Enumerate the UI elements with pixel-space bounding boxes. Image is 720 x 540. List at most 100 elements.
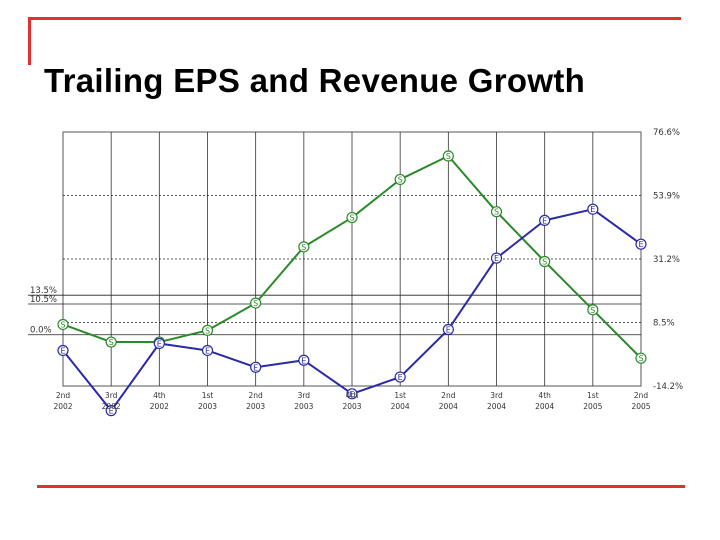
- data-marker-label: S: [205, 326, 210, 335]
- x-tick-label: 2nd: [441, 391, 456, 400]
- data-point-s: S: [490, 206, 503, 218]
- data-point-s: S: [635, 352, 647, 364]
- data-marker: [539, 214, 551, 226]
- data-point-e: E: [153, 337, 165, 350]
- x-tick-label-year: 2002: [150, 402, 169, 411]
- data-marker-label: S: [253, 299, 258, 308]
- data-point-e: E: [201, 344, 214, 357]
- data-point-e: E: [298, 354, 310, 366]
- x-tick-label: 4th: [153, 391, 166, 400]
- x-tick-label: 4th: [346, 391, 359, 400]
- x-tick-label: 3rd: [105, 391, 118, 400]
- data-marker-label: E: [253, 363, 258, 372]
- x-tick-label-year: 2003: [198, 402, 217, 411]
- x-tick-label: 2nd: [249, 391, 264, 400]
- data-point-s: S: [105, 336, 117, 348]
- x-tick-label-year: 2003: [246, 402, 265, 411]
- data-marker-label: E: [301, 356, 306, 365]
- x-tick-label-year: 2003: [294, 402, 313, 411]
- frame-left-rule: [28, 17, 31, 65]
- x-tick-label: 4th: [538, 391, 551, 400]
- data-marker-label: S: [301, 243, 306, 252]
- slide-title: Trailing EPS and Revenue Growth: [44, 62, 586, 99]
- x-tick-label: 2nd: [56, 391, 71, 400]
- data-marker: [250, 361, 262, 373]
- data-point-e: E: [587, 203, 599, 215]
- frame-bottom-rule: [37, 485, 685, 488]
- x-tick-label-year: 2003: [342, 402, 361, 411]
- data-marker-label: S: [542, 257, 547, 266]
- x-tick-label-year: 2004: [535, 402, 554, 411]
- data-marker: [346, 388, 358, 400]
- x-tick-label-year: 2005: [583, 402, 602, 411]
- data-marker-label: E: [446, 325, 451, 334]
- data-marker: [490, 252, 503, 264]
- data-marker-label: E: [205, 346, 210, 355]
- data-marker: [587, 203, 599, 215]
- right-axis-tick-label: 53.9%: [653, 192, 680, 202]
- data-point-s: S: [298, 241, 310, 253]
- x-tick-label-year: 2002: [53, 402, 72, 411]
- data-point-s: S: [587, 304, 599, 316]
- data-marker: [490, 206, 503, 218]
- data-marker: [635, 238, 647, 250]
- x-tick-label: 2nd: [634, 391, 649, 400]
- x-tick-label: 1st: [587, 391, 599, 400]
- right-axis-tick-label: 31.2%: [653, 255, 680, 265]
- data-marker: [105, 405, 117, 417]
- data-marker-label: S: [590, 306, 595, 315]
- x-tick-label-year: 2005: [631, 402, 650, 411]
- data-point-e: E: [250, 361, 262, 373]
- data-point-e: E: [539, 214, 551, 226]
- data-marker-label: E: [638, 240, 643, 249]
- data-point-s: S: [201, 324, 214, 336]
- data-marker: [201, 344, 214, 357]
- x-tick-label-year: 2004: [487, 402, 506, 411]
- data-marker-label: S: [494, 208, 499, 217]
- data-point-e: E: [105, 405, 117, 417]
- data-marker: [635, 352, 647, 364]
- data-marker-label: E: [494, 254, 499, 263]
- data-marker-label: S: [109, 338, 114, 347]
- data-marker: [57, 318, 69, 331]
- data-marker-label: E: [542, 216, 547, 225]
- data-marker: [298, 354, 310, 366]
- data-marker: [105, 336, 117, 348]
- data-marker: [57, 344, 69, 357]
- data-marker: [201, 324, 214, 336]
- data-point-e: E: [635, 238, 647, 250]
- data-marker: [442, 150, 454, 162]
- x-tick-label-year: 2004: [391, 402, 410, 411]
- data-marker-label: S: [349, 214, 354, 223]
- x-tick-label: 1st: [394, 391, 406, 400]
- data-marker: [250, 297, 262, 309]
- data-marker-label: E: [60, 346, 65, 355]
- data-marker: [394, 371, 406, 383]
- data-point-e: E: [394, 371, 406, 383]
- data-marker: [298, 241, 310, 253]
- data-point-s: S: [346, 211, 358, 224]
- data-point-s: S: [442, 150, 454, 162]
- data-point-e: E: [442, 323, 454, 336]
- data-marker: [442, 323, 454, 336]
- data-point-e: E: [346, 388, 358, 400]
- data-marker: [394, 173, 406, 186]
- right-axis-tick-label: -14.2%: [653, 382, 683, 392]
- data-marker-label: E: [398, 373, 403, 382]
- data-marker-label: S: [398, 175, 403, 184]
- right-axis-tick-label: 8.5%: [653, 319, 675, 329]
- data-marker-label: S: [446, 152, 451, 161]
- data-point-s: S: [539, 255, 551, 268]
- right-axis-tick-label: 76.6%: [653, 128, 680, 138]
- data-point-s: S: [394, 173, 406, 186]
- x-tick-label: 1st: [202, 391, 214, 400]
- data-point-s: S: [250, 297, 262, 309]
- left-axis-tick-label: 10.5%: [30, 295, 57, 305]
- left-axis-tick-label: 13.5%: [30, 286, 57, 296]
- data-marker-label: E: [109, 407, 114, 416]
- data-point-s: S: [57, 318, 69, 331]
- x-tick-label: 3rd: [298, 391, 311, 400]
- left-axis-tick-label: 0.0%: [30, 326, 52, 336]
- data-marker-label: S: [60, 320, 65, 329]
